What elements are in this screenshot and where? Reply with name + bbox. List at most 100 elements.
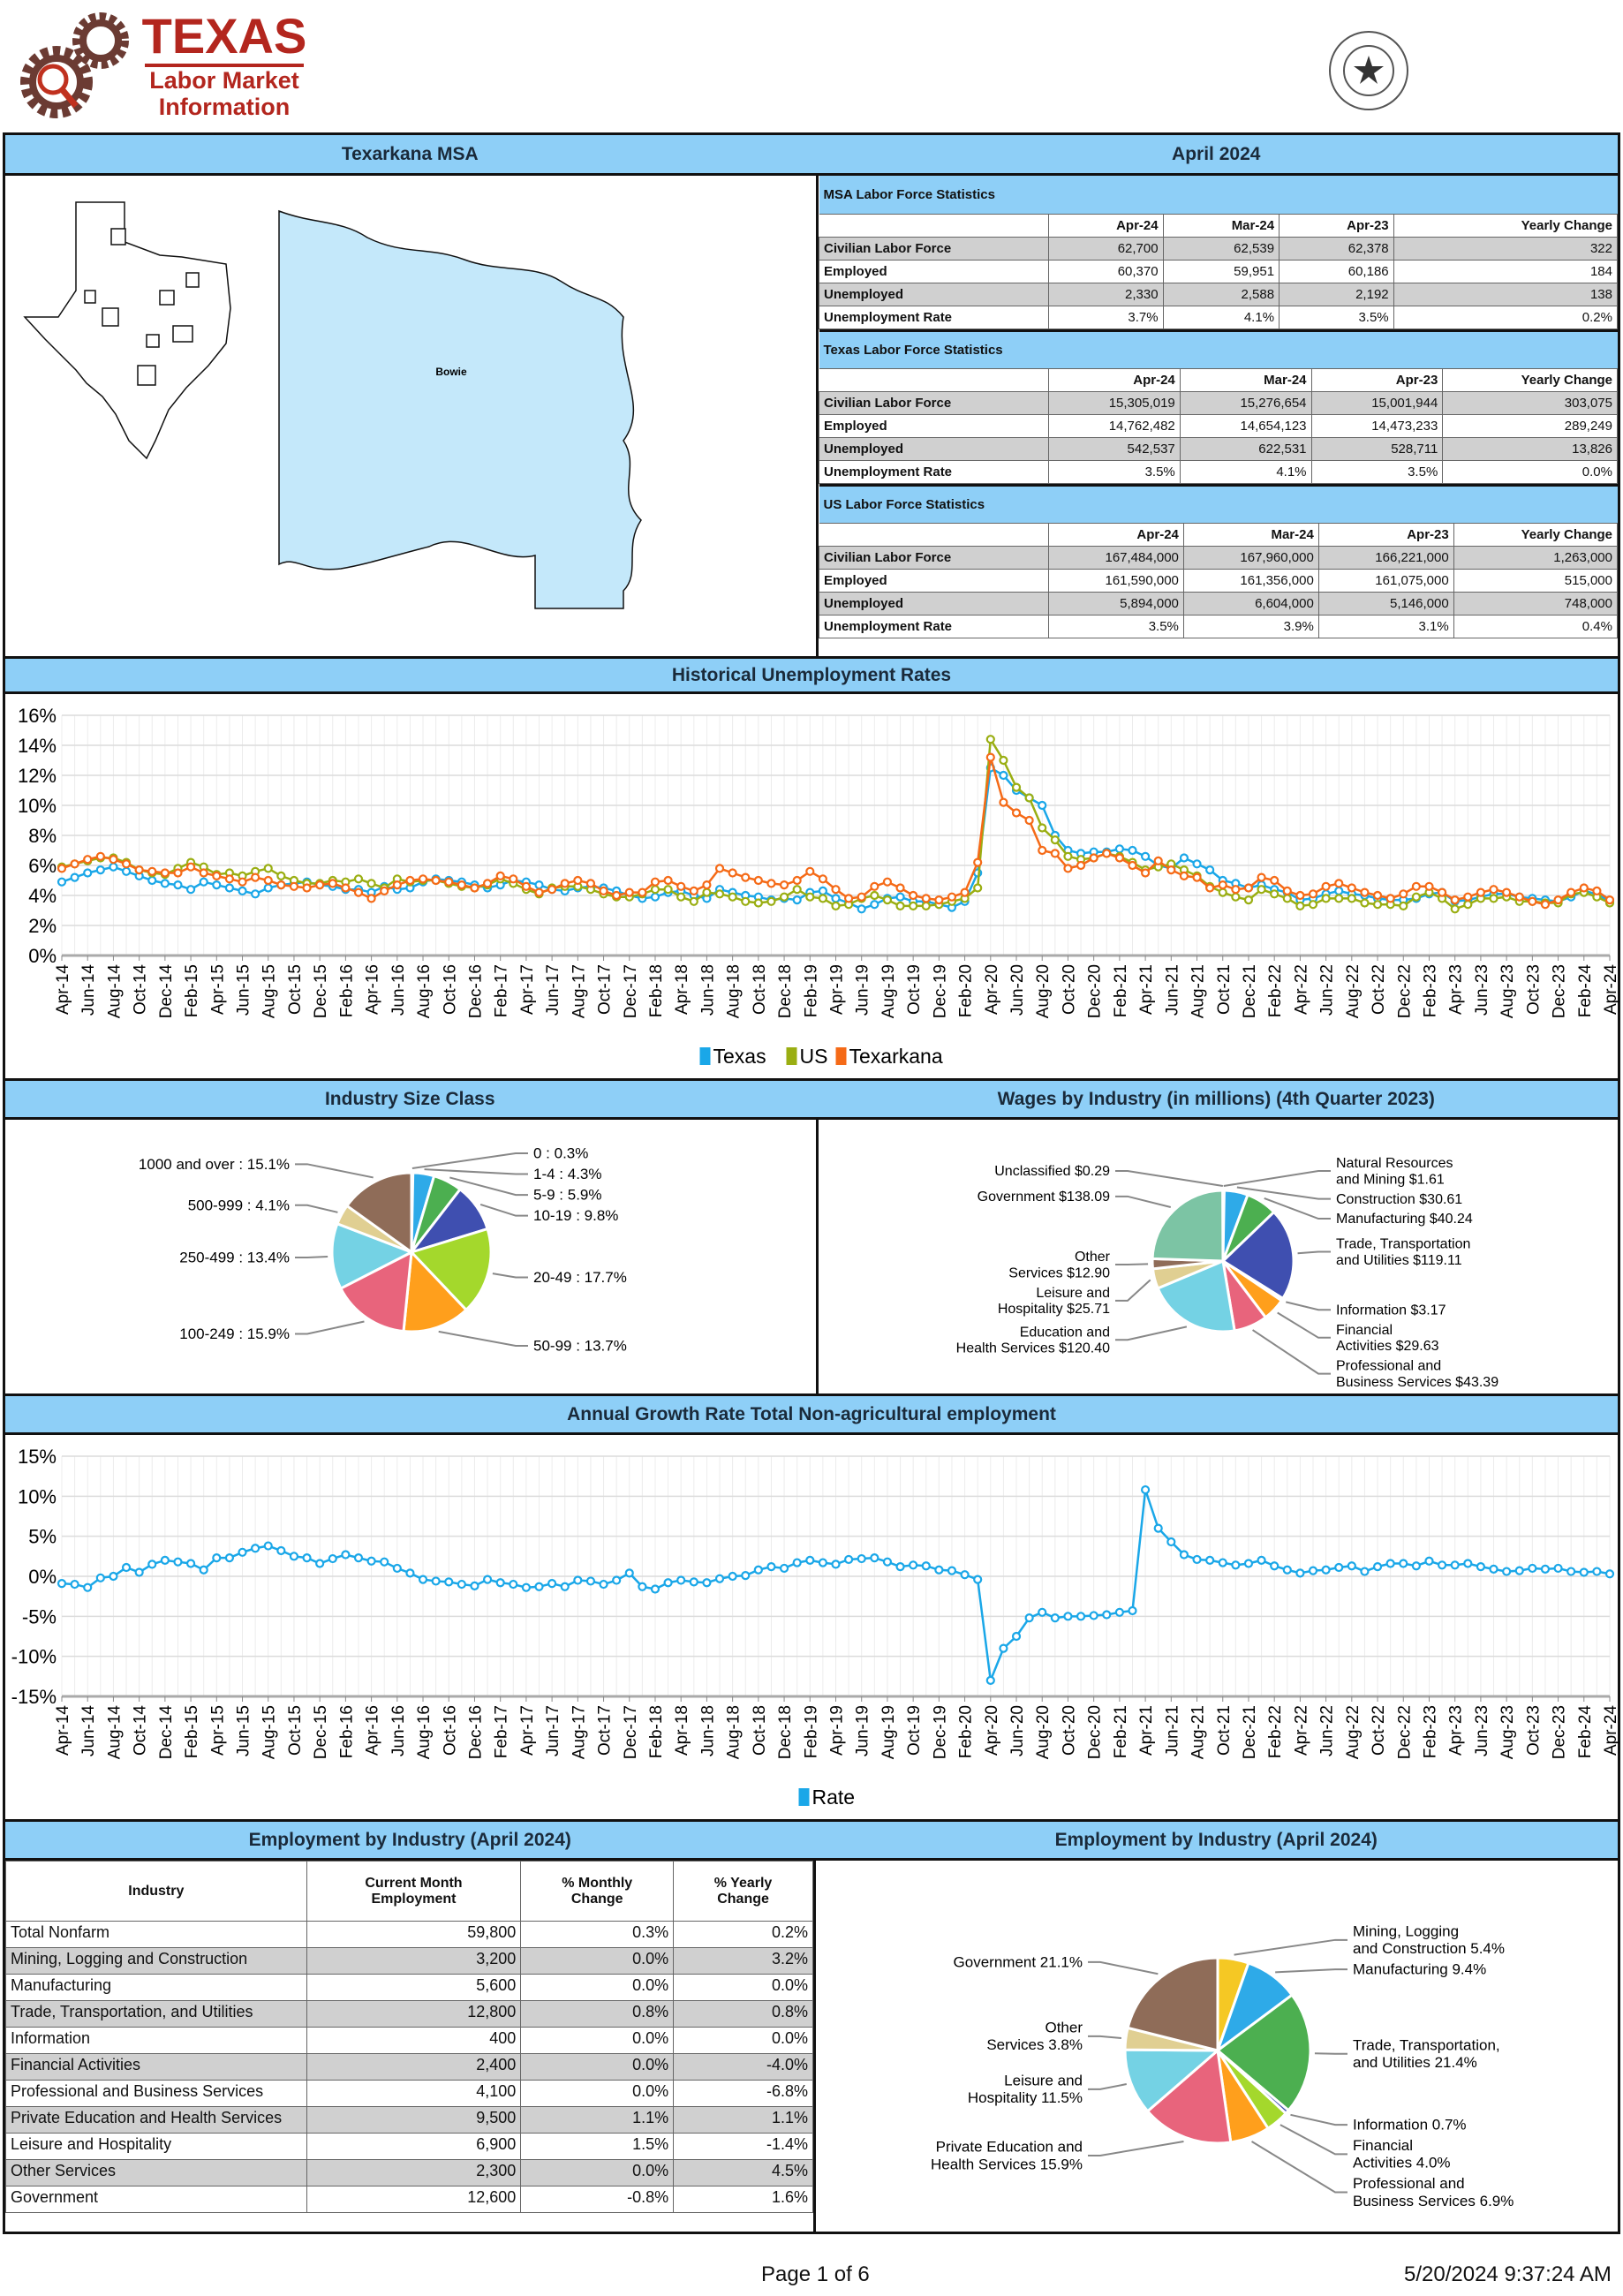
x-tick-label: Oct-22 — [1370, 964, 1388, 1015]
cell-value: 0.0% — [520, 2053, 675, 2081]
data-point — [1476, 887, 1486, 897]
x-tick-label: Feb-21 — [1112, 1705, 1130, 1758]
data-point — [895, 1562, 905, 1572]
data-point — [251, 889, 260, 899]
y-tick-label: 0% — [28, 945, 57, 967]
data-point — [1347, 1561, 1356, 1571]
y-tick-label: -5% — [22, 1605, 57, 1628]
legend-label: Texarkana — [849, 1045, 943, 1068]
industry-name: Manufacturing — [5, 1974, 307, 2001]
x-tick-label: Dec-17 — [622, 964, 640, 1018]
data-point — [134, 865, 144, 875]
x-tick-label: Aug-15 — [260, 964, 279, 1018]
data-point — [521, 881, 532, 891]
cell-value: -1.4% — [673, 2133, 813, 2160]
leader-line — [1088, 2083, 1127, 2090]
table-caption: US Labor Force Statistics — [819, 483, 1618, 523]
data-point — [1270, 875, 1280, 886]
industry-name: Total Nonfarm — [5, 1921, 307, 1948]
cell-value: 0.8% — [673, 2000, 813, 2028]
data-point — [1540, 1564, 1551, 1574]
row-label: Civilian Labor Force — [819, 545, 1049, 570]
cell-value: 15,001,944 — [1310, 390, 1444, 415]
x-tick-label: Oct-14 — [132, 964, 150, 1015]
data-point — [1308, 889, 1318, 899]
data-point — [689, 896, 698, 906]
svg-text:TEXAS: TEXAS — [142, 8, 307, 64]
data-point — [663, 885, 673, 895]
data-point — [1231, 892, 1241, 902]
y-tick-label: 4% — [28, 885, 57, 907]
data-point — [341, 883, 351, 893]
leader-line — [1088, 1960, 1159, 1975]
data-point — [1063, 864, 1073, 873]
x-tick-label: Feb-20 — [957, 964, 976, 1017]
data-point — [1282, 1565, 1292, 1575]
cell-value: 15,276,654 — [1179, 390, 1312, 415]
leader-line — [1223, 1170, 1331, 1187]
data-point — [1024, 815, 1034, 826]
data-point — [509, 1579, 518, 1590]
data-point — [714, 1574, 725, 1583]
data-point — [147, 875, 157, 886]
data-point — [960, 887, 970, 897]
texas-outline-map — [23, 201, 231, 460]
pie-slice — [1156, 1258, 1236, 1333]
texas-lmi-logo: TEXAS Labor Market Information — [20, 8, 307, 120]
data-point — [147, 866, 157, 876]
data-point — [1489, 885, 1498, 895]
data-point — [1192, 872, 1202, 882]
data-point — [212, 880, 222, 890]
data-point — [585, 879, 596, 888]
x-tick-label: Dec-19 — [931, 964, 949, 1018]
data-point — [224, 883, 235, 893]
data-point — [276, 871, 286, 880]
row-label: Civilian Labor Force — [819, 390, 1049, 415]
cell-value: 322 — [1393, 236, 1619, 261]
x-tick-label: Apr-21 — [1137, 964, 1156, 1015]
y-tick-label: 14% — [18, 735, 57, 757]
data-point — [560, 1582, 570, 1591]
data-point — [1205, 865, 1215, 875]
map-panel: Bowie — [5, 176, 816, 656]
cell-value: 0.0% — [520, 2027, 675, 2054]
data-point — [985, 752, 995, 762]
column-header: Yearly Change — [1442, 367, 1618, 392]
y-tick-label: 16% — [18, 705, 57, 727]
data-point — [1360, 898, 1370, 908]
pie-label: Information $3.17 — [1336, 1303, 1446, 1318]
data-point — [1437, 1560, 1447, 1570]
table-row: Information 400 0.0% 0.0% — [5, 2027, 813, 2054]
pie-slice — [409, 1227, 493, 1312]
cell-value: 166,221,000 — [1317, 545, 1454, 570]
data-point — [495, 871, 505, 880]
x-tick-label: Apr-16 — [364, 1705, 382, 1756]
pie-slice — [402, 1249, 469, 1333]
cell-value: 289,249 — [1442, 413, 1618, 438]
size-class-pie: 0 : 0.3% 1-4 : 4.3% 5-9 : 5.9% 10-19 : 9.8%… — [139, 1145, 627, 1355]
data-point — [185, 885, 196, 895]
data-point — [470, 883, 479, 893]
industry-name: Mining, Logging and Construction — [5, 1947, 307, 1975]
pie-label: Unclassified $0.29 — [994, 1164, 1110, 1179]
data-point — [1257, 885, 1266, 895]
cell-value: 14,654,123 — [1179, 413, 1312, 438]
growth-header: Annual Growth Rate Total Non-agricultura… — [5, 1396, 1618, 1435]
data-point — [457, 880, 466, 890]
x-tick-label: Oct-17 — [596, 1705, 615, 1756]
data-point — [1372, 890, 1383, 901]
data-point — [1166, 1537, 1176, 1547]
pie-label: 50-99 : 13.7% — [533, 1338, 627, 1355]
data-point — [973, 883, 983, 893]
data-point — [831, 901, 841, 910]
cell-value: 14,473,233 — [1310, 413, 1444, 438]
cell-value: 3.5% — [1048, 459, 1181, 484]
cell-value: 184 — [1393, 259, 1619, 283]
data-point — [1140, 1484, 1151, 1495]
data-point — [909, 901, 918, 910]
pie-label: 1000 and over : 15.1% — [139, 1156, 290, 1173]
data-point — [1411, 881, 1421, 891]
data-point — [405, 1568, 415, 1578]
data-point — [1604, 895, 1615, 905]
table-row: Leisure and Hospitality 6,900 1.5% -1.4% — [5, 2133, 813, 2160]
